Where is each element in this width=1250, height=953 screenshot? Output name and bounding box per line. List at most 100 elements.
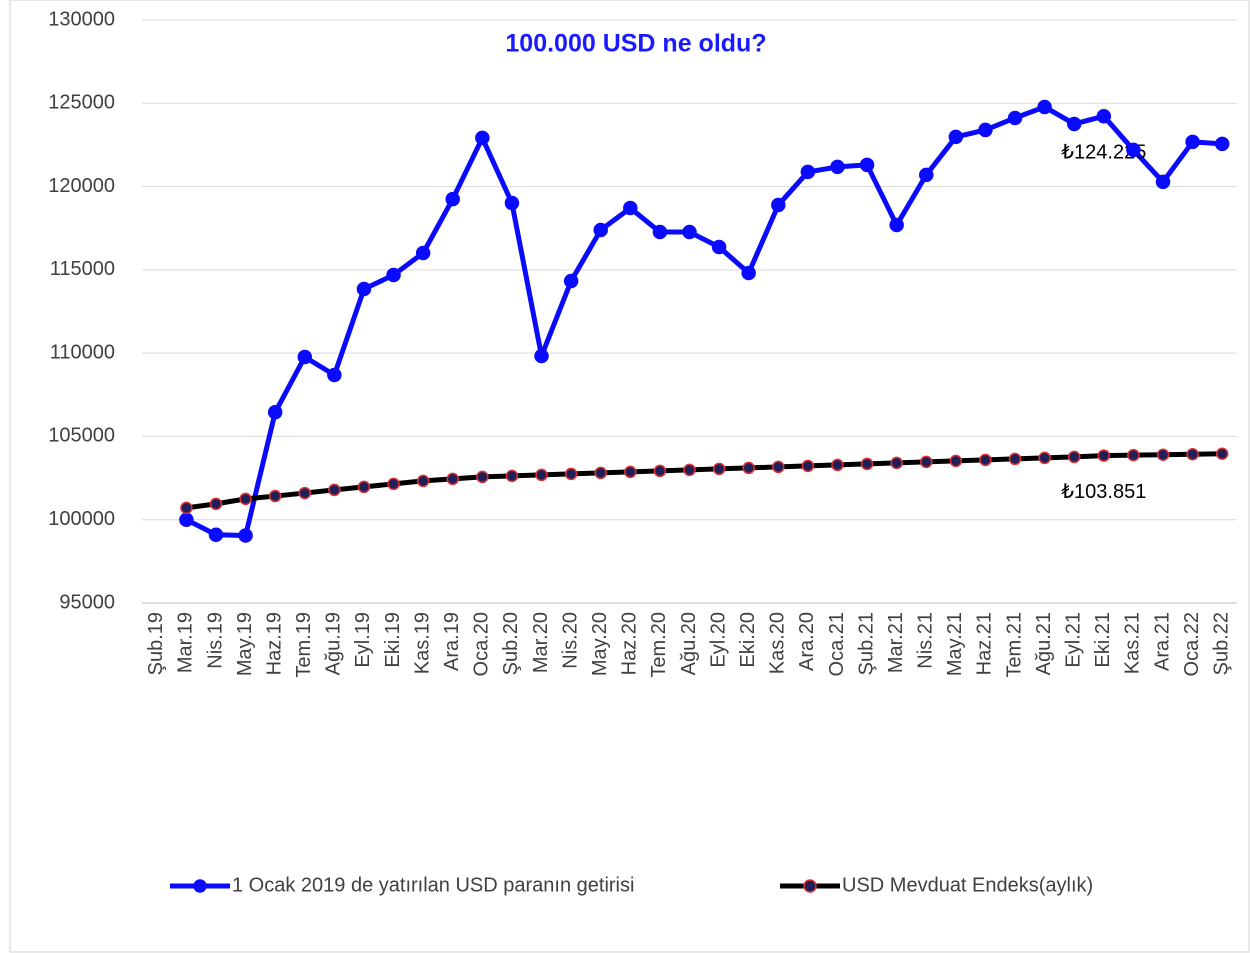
x-tick-label: Şub.19 (145, 612, 167, 675)
x-tick-label: Kas.21 (1122, 612, 1144, 674)
marker (830, 159, 845, 175)
marker (683, 463, 696, 477)
x-tick-label: Ağu.20 (678, 612, 700, 675)
marker (327, 367, 342, 383)
marker (298, 486, 312, 500)
marker (415, 245, 431, 261)
marker (771, 197, 786, 213)
marker (416, 474, 430, 488)
marker (741, 265, 756, 281)
x-tick-label: Mar.21 (885, 612, 907, 673)
x-tick-label: May.19 (234, 612, 256, 676)
x-tick-label: Oca.21 (826, 612, 848, 676)
x-tick-label: Şub.22 (1210, 612, 1232, 675)
marker (1008, 452, 1022, 466)
y-tick-label: 105000 (48, 425, 115, 447)
marker (504, 195, 520, 211)
x-tick-label: Eki.19 (382, 612, 404, 668)
x-tick-label: May.20 (589, 612, 611, 676)
x-tick-label: Ağu.21 (1033, 612, 1055, 675)
x-tick-label: Kas.20 (767, 612, 789, 674)
x-tick-label: Nis.20 (559, 612, 581, 669)
marker (979, 453, 992, 467)
marker (831, 458, 844, 472)
marker (563, 273, 579, 289)
marker (623, 200, 638, 216)
y-tick-label: 130000 (48, 8, 115, 30)
y-tick-label: 95000 (59, 591, 115, 613)
marker (949, 454, 963, 468)
marker (624, 465, 637, 479)
x-tick-label: Mar.19 (175, 612, 197, 673)
x-tick-label: Tem.21 (1003, 612, 1025, 678)
marker (1126, 142, 1141, 158)
y-tick-label: 110000 (50, 341, 115, 363)
marker (1215, 447, 1229, 461)
marker (328, 483, 341, 497)
marker (800, 164, 816, 180)
x-tick-label: Eki.20 (737, 612, 759, 668)
marker (387, 477, 400, 491)
marker (564, 467, 578, 481)
x-tick-label: Tem.19 (293, 612, 315, 678)
marker (920, 455, 933, 469)
marker (535, 468, 548, 482)
x-tick-label: Şub.20 (500, 612, 522, 675)
marker (742, 461, 755, 475)
x-tick-label: Nis.19 (204, 612, 226, 669)
marker (476, 470, 489, 484)
data-label: ₺124.225 (1061, 141, 1146, 163)
x-tick-label: Eki.21 (1092, 612, 1114, 668)
marker (682, 224, 697, 240)
marker (1067, 450, 1081, 464)
legend-marker (193, 879, 207, 893)
marker (534, 348, 549, 364)
marker (948, 129, 964, 145)
x-tick-label: Tem.20 (648, 612, 670, 678)
y-tick-label: 120000 (48, 175, 115, 197)
x-tick-label: Haz.20 (619, 612, 641, 675)
marker (446, 472, 459, 486)
marker (772, 460, 785, 474)
marker (859, 157, 875, 173)
x-tick-label: Haz.19 (263, 612, 285, 675)
x-tick-label: Ara.20 (796, 612, 818, 671)
x-tick-label: Ara.19 (441, 612, 463, 671)
marker (179, 512, 194, 527)
marker (357, 480, 371, 494)
marker (1156, 448, 1170, 462)
x-tick-label: Haz.21 (974, 612, 996, 675)
marker (268, 489, 282, 503)
marker (445, 191, 460, 207)
marker (1097, 449, 1111, 462)
marker (1038, 451, 1051, 465)
data-label: ₺103.851 (1061, 481, 1146, 503)
marker (594, 466, 607, 480)
marker (890, 456, 903, 470)
x-tick-label: Nis.21 (915, 612, 937, 669)
x-tick-label: Mar.20 (530, 612, 552, 673)
marker (860, 457, 874, 471)
marker (386, 267, 401, 283)
marker (209, 497, 223, 511)
marker (711, 239, 727, 255)
x-tick-label: Eyl.21 (1063, 612, 1085, 668)
chart-title: 100.000 USD ne oldu? (505, 30, 766, 58)
legend-marker (803, 879, 817, 893)
marker (1185, 134, 1200, 150)
y-tick-label: 125000 (48, 92, 115, 114)
x-tick-label: Şub.21 (855, 612, 877, 675)
marker (475, 130, 490, 146)
y-tick-label: 100000 (48, 508, 115, 530)
legend-label: 1 Ocak 2019 de yatırılan USD paranın get… (232, 874, 634, 896)
marker (1214, 136, 1230, 152)
marker (1096, 108, 1112, 124)
x-tick-label: Ara.21 (1151, 612, 1173, 671)
marker (1066, 116, 1082, 132)
x-tick-label: Ağu.19 (323, 612, 345, 675)
marker (978, 122, 993, 138)
x-tick-label: Eyl.20 (707, 612, 729, 668)
marker (593, 222, 608, 238)
marker (208, 527, 224, 542)
